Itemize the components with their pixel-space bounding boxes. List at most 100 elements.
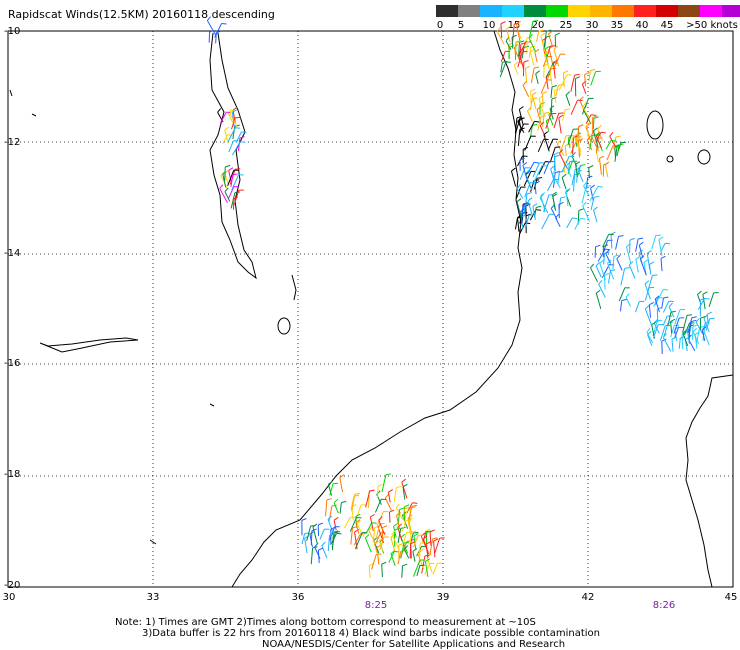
wind-barb-flag <box>644 280 650 285</box>
wind-barbs <box>206 16 719 579</box>
wind-barb-flag <box>412 548 418 552</box>
wind-barb-flag <box>224 187 229 192</box>
wind-barb-flag <box>526 39 532 43</box>
wind-barb-flag <box>328 480 333 485</box>
wind-barb-flag <box>649 261 655 265</box>
wind-barb-flag <box>376 490 381 495</box>
wind-barb-flag <box>700 297 706 301</box>
legend-swatch <box>634 5 656 17</box>
wind-barb <box>517 51 523 68</box>
wind-barb <box>319 528 325 540</box>
wind-barb-flag <box>600 131 607 134</box>
wind-barb-flag <box>525 65 531 69</box>
wind-barb-flag <box>206 16 211 21</box>
wind-barb-flag <box>334 531 341 534</box>
lat-label-12: -12 <box>4 137 21 148</box>
wind-barb-flag <box>519 208 525 213</box>
wind-barb-flag <box>643 259 649 263</box>
lat-label-10: -10 <box>4 26 21 37</box>
wind-barb-flag <box>544 50 549 55</box>
wind-barb <box>662 315 668 326</box>
wind-barb <box>584 74 587 87</box>
wind-barb-flag <box>638 241 644 246</box>
wind-barb <box>592 130 599 148</box>
wind-barb <box>570 99 579 115</box>
wind-barb <box>616 258 623 271</box>
wind-barb <box>416 565 421 577</box>
lon-label-36: 36 <box>291 592 305 603</box>
wind-barb <box>552 196 556 209</box>
wind-barb <box>678 337 681 349</box>
wind-barb <box>518 42 520 57</box>
legend-swatch <box>722 5 740 17</box>
wind-barb <box>433 541 436 558</box>
wind-barb-flag <box>697 290 702 295</box>
wind-barb <box>500 51 506 63</box>
wind-barb-flag <box>603 162 609 166</box>
legend-tick-label: 25 <box>559 20 573 31</box>
wind-barb-flag <box>365 534 370 539</box>
wind-barb <box>596 138 598 154</box>
wind-barb-flag <box>707 311 712 315</box>
wind-barb <box>555 85 560 96</box>
wind-barb-flag <box>397 523 403 528</box>
wind-barb <box>667 312 672 326</box>
wind-barb-flag <box>564 143 570 147</box>
wind-barb <box>327 484 333 496</box>
wind-barb <box>660 258 663 272</box>
wind-barb-flag <box>597 125 602 130</box>
wind-barb-flag <box>404 504 410 508</box>
wind-barb-flag <box>575 161 581 165</box>
wind-barb <box>558 74 568 91</box>
lon-label-42: 42 <box>581 592 595 603</box>
wind-barb <box>521 47 525 59</box>
wind-barb <box>583 185 590 197</box>
wind-barb <box>574 218 581 230</box>
wind-barb-flag <box>593 206 598 211</box>
wind-barb-flag <box>538 29 544 32</box>
wind-barb <box>524 182 531 198</box>
wind-barb <box>339 477 344 493</box>
wind-barb <box>532 162 540 178</box>
wind-barb <box>561 155 570 173</box>
wind-barb <box>543 161 550 175</box>
wind-barb <box>634 301 640 313</box>
wind-barb <box>402 532 408 547</box>
wind-barb <box>369 517 374 531</box>
legend-tick-label: 5 <box>457 20 465 31</box>
wind-barb <box>412 559 421 577</box>
wind-barb-flag <box>232 196 238 200</box>
wind-barb-flag <box>534 48 540 53</box>
wind-barb <box>384 497 393 512</box>
wind-barb <box>581 83 587 94</box>
wind-barb <box>527 162 535 174</box>
wind-barb-flag <box>692 327 698 333</box>
wind-barb-flag <box>398 542 404 546</box>
wind-barb <box>590 71 597 86</box>
wind-barb-flag <box>506 25 512 30</box>
wind-barb-flag <box>232 106 238 111</box>
wind-barb-flag <box>225 164 231 168</box>
wind-barb-flag <box>553 45 559 50</box>
page-title: Rapidscat Winds(12.5KM) 20160118 descend… <box>8 8 275 21</box>
wind-barb <box>355 522 360 534</box>
wind-barb <box>499 61 507 78</box>
wind-barb-flag <box>691 319 697 322</box>
wind-barb <box>555 217 561 227</box>
wind-barb <box>663 322 669 337</box>
wind-barb <box>566 217 573 228</box>
wind-barb <box>603 275 606 290</box>
wind-barb <box>235 131 242 144</box>
wind-barb <box>410 543 412 559</box>
wind-barb-flag <box>356 520 361 525</box>
wind-barb <box>618 287 626 302</box>
legend-swatch <box>524 5 546 17</box>
wind-barb <box>321 545 328 559</box>
wind-barb <box>593 209 598 223</box>
legend-tick-label: >50 knots <box>686 20 738 31</box>
wind-barb-flag <box>671 336 677 340</box>
wind-barb-flag <box>644 305 650 310</box>
wind-barb-flag <box>610 139 617 142</box>
wind-barb-flag <box>403 545 408 550</box>
